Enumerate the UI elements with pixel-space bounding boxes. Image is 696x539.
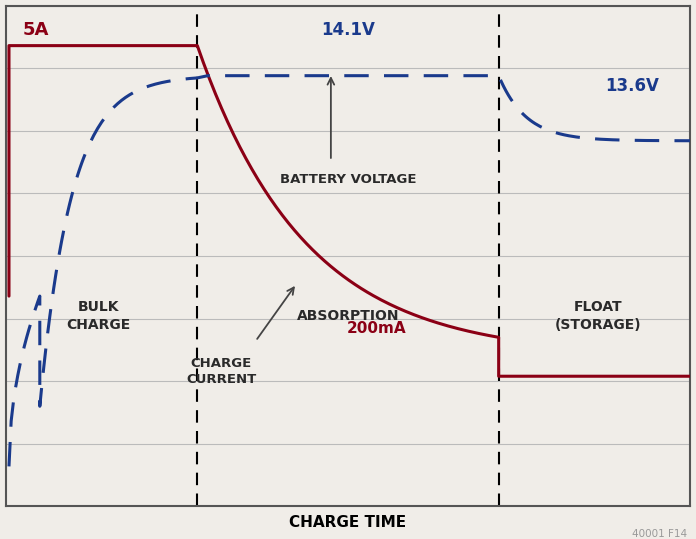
Text: CHARGE
CURRENT: CHARGE CURRENT (186, 357, 256, 386)
X-axis label: CHARGE TIME: CHARGE TIME (290, 515, 406, 530)
Text: BATTERY VOLTAGE: BATTERY VOLTAGE (280, 173, 416, 186)
Text: 40001 F14: 40001 F14 (632, 529, 687, 539)
Text: FLOAT
(STORAGE): FLOAT (STORAGE) (555, 300, 641, 332)
Text: BULK
CHARGE: BULK CHARGE (66, 300, 130, 332)
Text: 14.1V: 14.1V (321, 20, 375, 39)
Text: 200mA: 200mA (347, 321, 406, 336)
Text: ABSORPTION: ABSORPTION (296, 309, 400, 323)
Text: 13.6V: 13.6V (605, 77, 658, 95)
Text: 5A: 5A (23, 20, 49, 39)
